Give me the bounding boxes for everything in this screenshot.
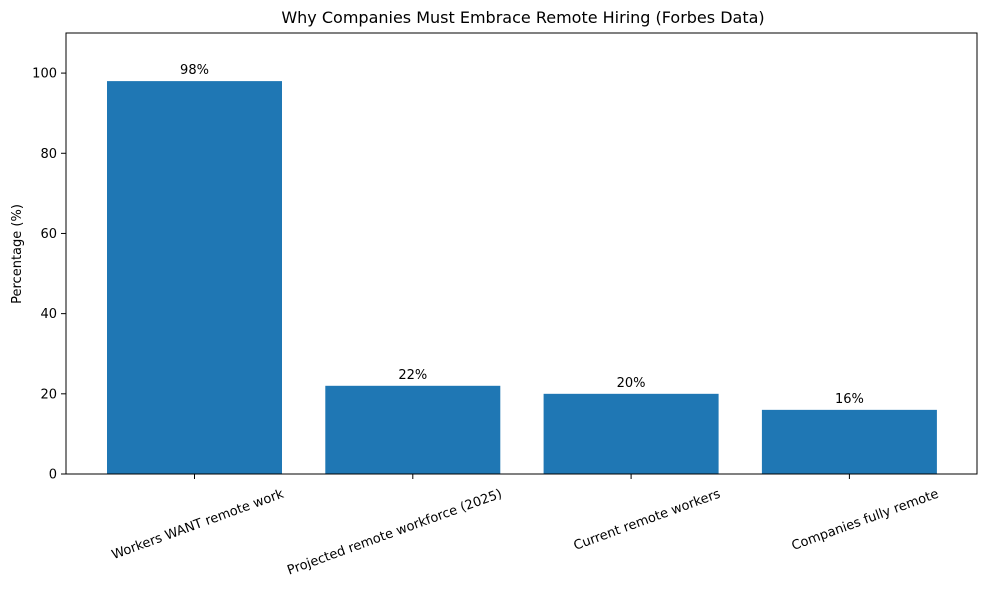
- bar: [107, 81, 282, 474]
- y-tick-label: 20: [40, 387, 57, 402]
- plot-area: 98% Workers WANT remote work 22% Projected …: [32, 32, 978, 579]
- x-tick-label: Current remote workers: [572, 487, 723, 554]
- data-label: 20%: [617, 376, 646, 391]
- y-tick-label: 80: [40, 147, 57, 162]
- data-label: 98%: [180, 63, 209, 78]
- data-label: 22%: [398, 368, 427, 383]
- bar: [761, 409, 937, 474]
- bar: [325, 385, 501, 474]
- axes-frame: [65, 32, 978, 475]
- bar: [543, 393, 719, 474]
- y-tick-label: 0: [49, 468, 57, 483]
- data-label: 16%: [835, 392, 864, 407]
- y-tick-label: 60: [40, 227, 57, 242]
- y-tick-label: 100: [32, 67, 57, 82]
- x-tick-label: Projected remote workforce (2025): [285, 487, 504, 579]
- x-tick-label: Workers WANT remote work: [110, 487, 287, 563]
- x-tick-label: Companies fully remote: [790, 487, 941, 554]
- y-axis-label: Percentage (%): [10, 204, 25, 304]
- y-tick-label: 40: [40, 307, 57, 322]
- chart-title: Why Companies Must Embrace Remote Hiring…: [281, 8, 764, 27]
